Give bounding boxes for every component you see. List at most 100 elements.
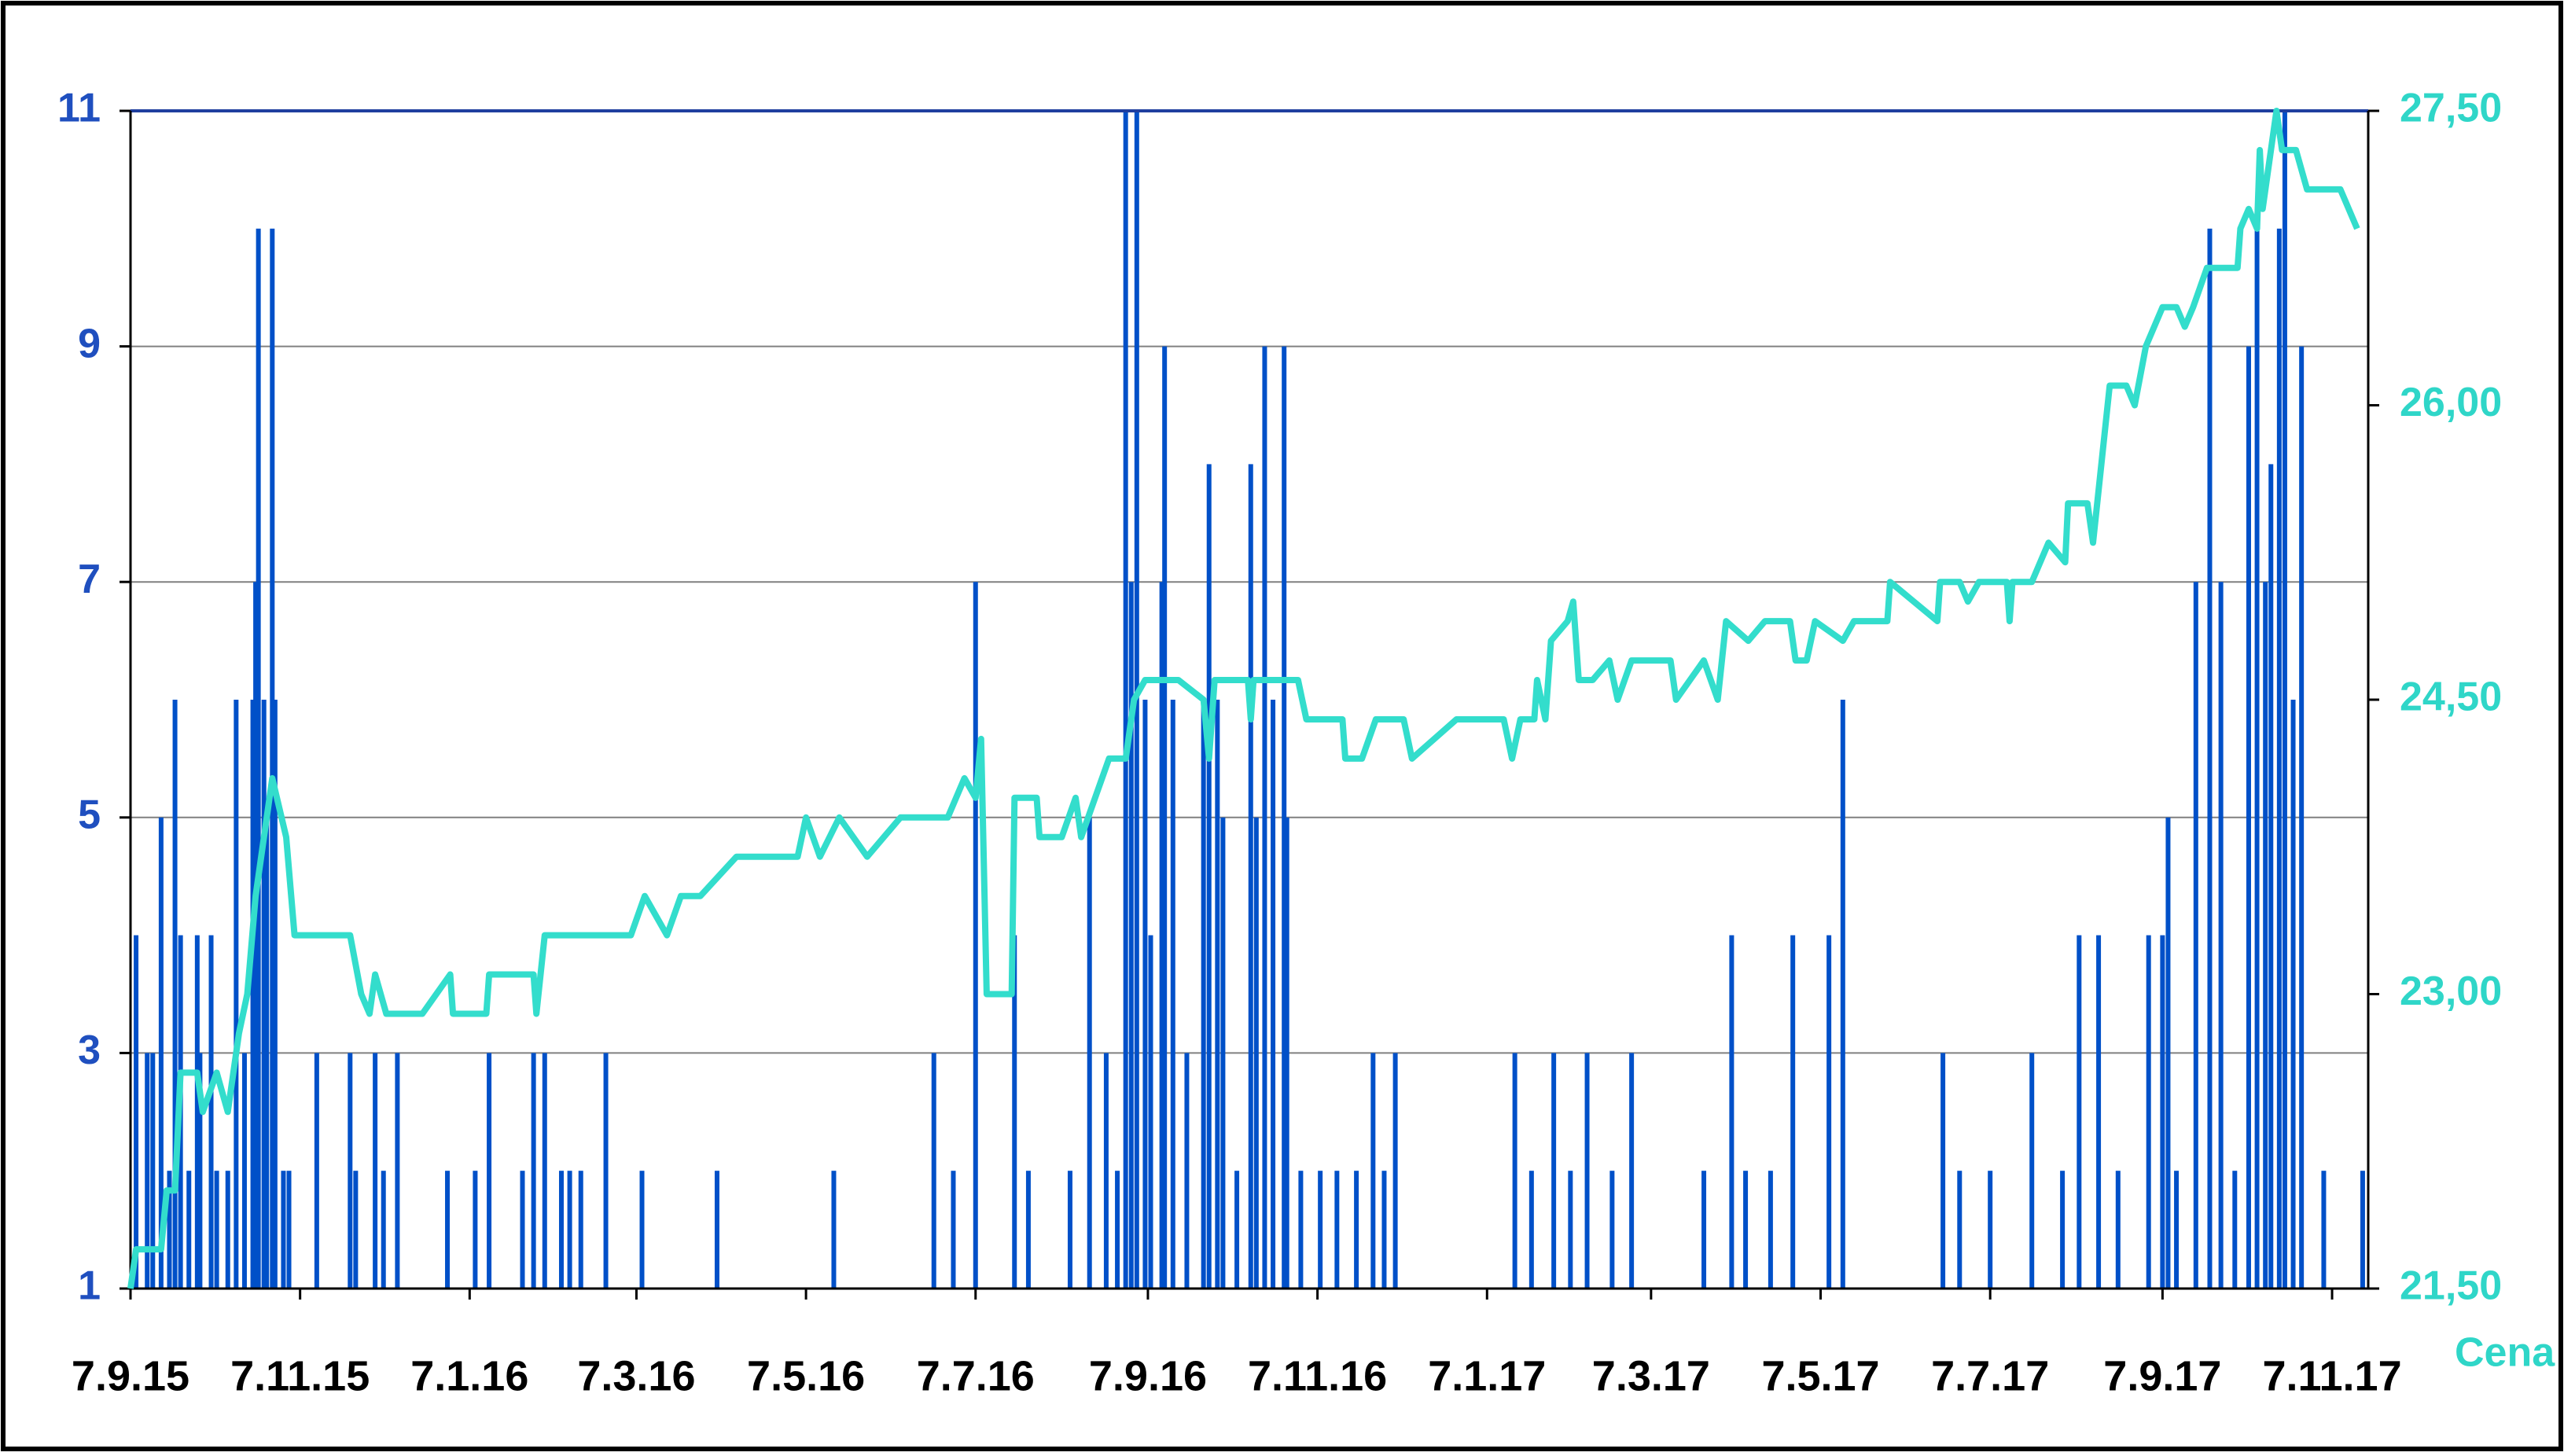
bar [1629,1053,1635,1289]
bar [241,1053,247,1289]
bar [1128,582,1134,1289]
bar [2290,700,2296,1289]
bar [1159,582,1164,1289]
x-tick-label: 7.9.16 [1089,1352,1207,1399]
bar [1148,935,1153,1289]
bar [1370,1053,1376,1289]
y2-axis-label: Cena [2455,1330,2555,1376]
bar [1584,1053,1590,1289]
x-tick-label: 7.3.16 [577,1352,695,1399]
bar [1271,700,1276,1289]
bar [558,1171,564,1289]
y2-tick-label: 27,50 [2400,86,2502,131]
x-tick-label: 7.5.16 [747,1352,865,1399]
bar [2174,1171,2180,1289]
bar [714,1171,719,1289]
bar [831,1171,837,1289]
x-tick-label: 7.3.17 [1592,1352,1710,1399]
bar [2254,228,2260,1289]
bar [2360,1171,2365,1289]
bar [1248,464,1253,1289]
bar [1334,1171,1340,1289]
bar [1729,935,1734,1289]
bar [286,1171,292,1289]
bar [167,1171,172,1289]
bar [381,1171,386,1289]
bar [1201,700,1206,1289]
bar [353,1171,359,1289]
bar [1826,935,1832,1289]
y-tick-label: 3 [78,1028,101,1073]
bar [2321,1171,2327,1289]
bar [1215,700,1220,1289]
bar [214,1171,219,1289]
bar [158,817,164,1289]
bar [2268,464,2274,1289]
bar [1512,1053,1517,1289]
bar [445,1171,451,1289]
bar [487,1053,492,1289]
bar [1551,1053,1557,1289]
bar [281,1171,286,1289]
x-tick-label: 7.11.15 [230,1352,370,1399]
bar [1840,700,1845,1289]
bar [395,1053,400,1289]
bar [2263,582,2268,1289]
bar [951,1171,956,1289]
y-tick-label: 5 [78,792,101,838]
bar [2165,817,2171,1289]
bar [2232,1171,2238,1289]
y2-tick-label: 23,00 [2400,969,2502,1014]
bar [1087,817,1092,1289]
bar [1957,1171,1963,1289]
bar [1012,935,1017,1289]
bar [1743,1171,1749,1289]
bar [261,700,267,1289]
bar [134,935,139,1289]
bar [253,582,259,1289]
bar [225,1171,230,1289]
price-line [127,108,2360,1289]
x-tick-label: 7.11.16 [1248,1352,1387,1399]
y-tick-label: 7 [78,557,101,602]
bar [1298,1171,1304,1289]
y2-tick-label: 24,50 [2400,675,2502,720]
bar [373,1053,378,1289]
bar [1609,1171,1615,1289]
x-tick-label: 7.7.17 [1931,1352,2049,1399]
bar [1067,1171,1072,1289]
bar [250,700,256,1289]
bar [172,700,178,1289]
bar [1284,817,1289,1289]
bar [1253,817,1259,1289]
bar [1142,700,1148,1289]
bar [973,582,978,1289]
bar [2077,935,2082,1289]
y-tick-label: 1 [78,1263,101,1309]
bar [473,1171,478,1289]
bar [1701,1171,1707,1289]
bar [1220,817,1226,1289]
bar [1381,1171,1387,1289]
bar [197,1053,203,1289]
bar [348,1053,353,1289]
x-tick-label: 7.1.17 [1428,1352,1546,1399]
bar [1262,346,1267,1289]
bar [1123,111,1128,1289]
bar [567,1171,572,1289]
bar [186,1171,192,1289]
bar [2218,582,2224,1289]
bar [1234,1171,1240,1289]
bar [542,1053,547,1289]
bar [2029,1053,2035,1289]
x-tick-label: 7.5.17 [1761,1352,1879,1399]
bar [150,1053,156,1289]
bar [256,228,261,1289]
bar [264,817,270,1289]
bar [2160,935,2165,1289]
y-tick-label: 9 [78,321,101,366]
bar [2146,935,2151,1289]
bar [2115,1171,2121,1289]
bar [2282,111,2287,1289]
bar [1392,1053,1398,1289]
